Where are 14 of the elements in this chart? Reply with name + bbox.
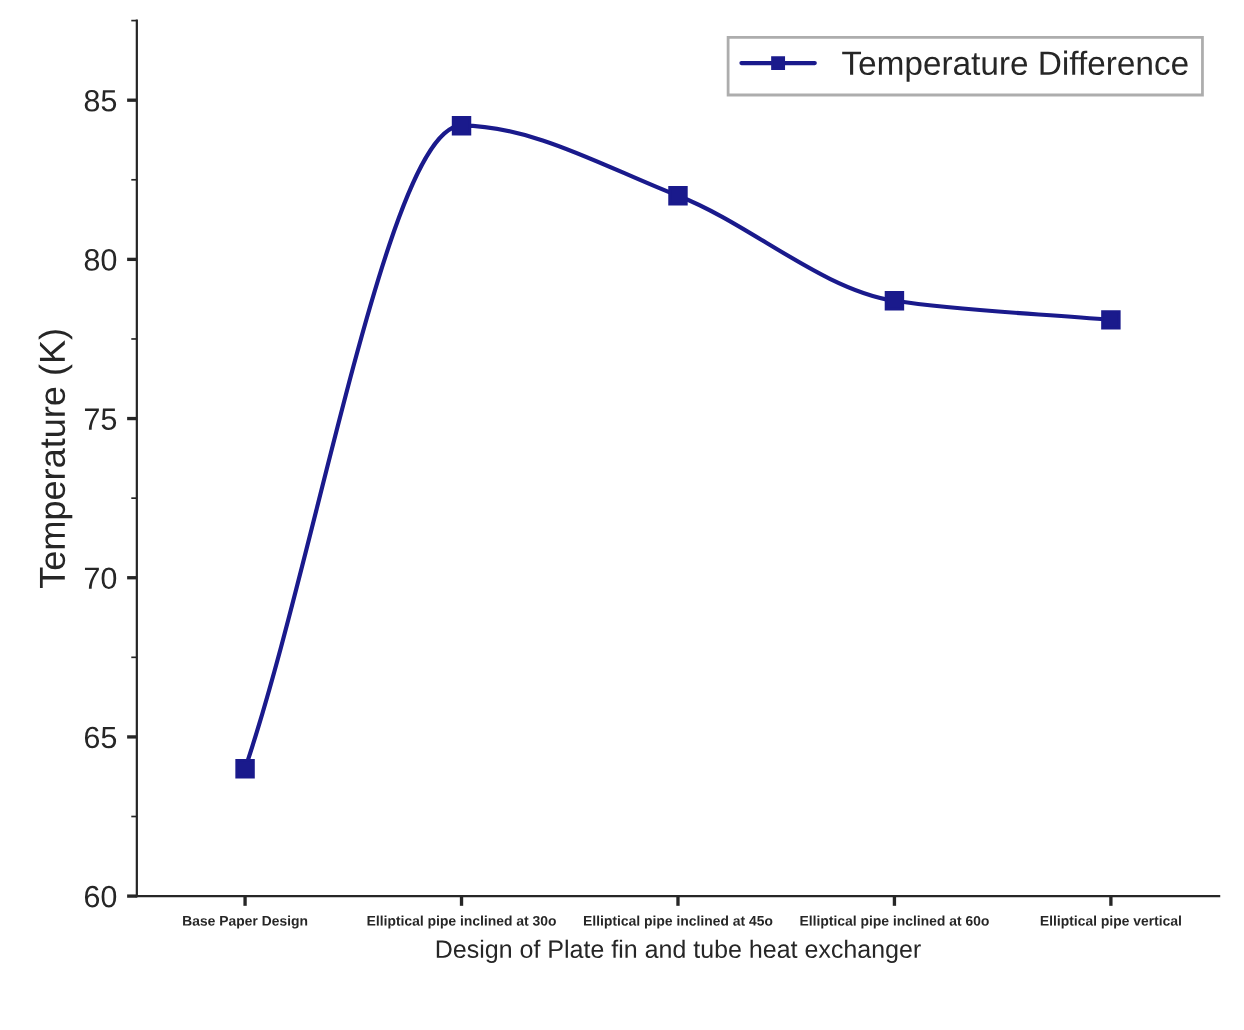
y-tick-label: 80 <box>84 249 117 271</box>
y-tick-label: 70 <box>84 567 117 590</box>
y-tick-label: 75 <box>84 408 117 430</box>
point <box>235 759 255 779</box>
point <box>884 291 905 311</box>
y-tick-label: 60 <box>84 885 117 908</box>
y-tick-label: 65 <box>84 726 117 749</box>
point <box>1101 310 1121 330</box>
point <box>451 115 472 136</box>
legend-label: Temperature Difference <box>842 50 1188 82</box>
x-axis-title: Design of Plate fin and tube heat exchanger <box>436 939 921 963</box>
point <box>668 185 688 206</box>
y-axis-title: Temperature (K) <box>38 330 73 588</box>
y-tick-label: 85 <box>84 89 117 112</box>
